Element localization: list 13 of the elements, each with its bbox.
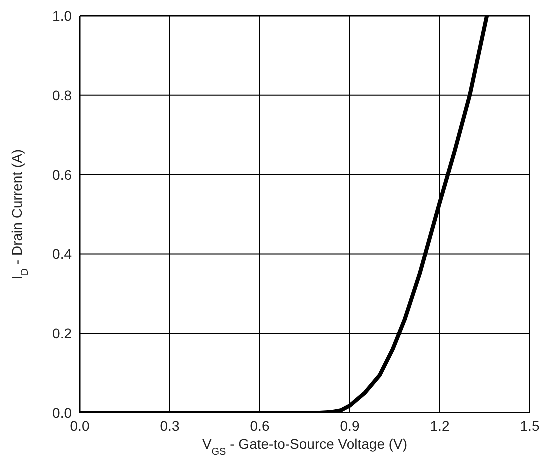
- x-tick-label: 0.0: [70, 418, 90, 434]
- y-tick-label: 0.8: [52, 87, 72, 104]
- y-tick-label: 0.0: [52, 404, 72, 421]
- y-tick-label: 0.2: [52, 326, 72, 342]
- x-tick-label: 0.9: [340, 418, 360, 434]
- y-tick-label: 1.0: [52, 8, 72, 24]
- x-tick-label: 1.2: [430, 418, 450, 434]
- x-axis-title: V$_{GS}$ - Gate-to-Source Voltage (V): [202, 436, 408, 458]
- y-tick-label: 0.4: [52, 246, 72, 262]
- x-tick-label: 0.6: [250, 418, 270, 434]
- x-tick-label: 0.3: [160, 418, 180, 434]
- y-tick-label: 0.6: [52, 166, 72, 183]
- x-tick-label: 1.5: [520, 418, 540, 434]
